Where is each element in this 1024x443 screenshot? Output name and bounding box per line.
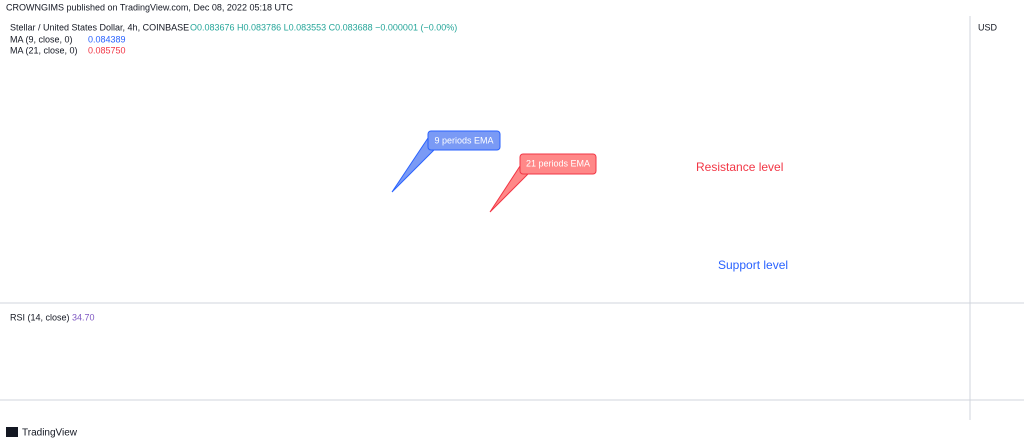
rsi-legend: RSI (14, close) xyxy=(10,312,70,322)
legend-ma9-value: 0.084389 xyxy=(88,34,126,44)
callout-box xyxy=(427,130,501,151)
logo xyxy=(6,427,18,437)
chart-title: Stellar / United States Dollar, 4h, COIN… xyxy=(10,22,189,32)
rsi-legend-value: 34.70 xyxy=(72,312,95,322)
callout-box xyxy=(519,153,597,175)
legend-ma21: MA (21, close, 0) xyxy=(10,45,78,55)
legend-ma9: MA (9, close, 0) xyxy=(10,34,73,44)
header: CROWNGIMS published on TradingView.com, … xyxy=(6,2,293,12)
annotation: Support level xyxy=(718,258,788,272)
annotation: 21 periods EMA xyxy=(526,158,590,168)
legend-ma21-value: 0.085750 xyxy=(88,45,126,55)
annotation: Resistance level xyxy=(696,160,783,174)
axis-unit: USD xyxy=(978,22,998,32)
ohlc: O0.083676 H0.083786 L0.083553 C0.083688 … xyxy=(190,22,457,32)
annotation: 9 periods EMA xyxy=(434,135,493,145)
footer: TradingView xyxy=(22,428,78,439)
